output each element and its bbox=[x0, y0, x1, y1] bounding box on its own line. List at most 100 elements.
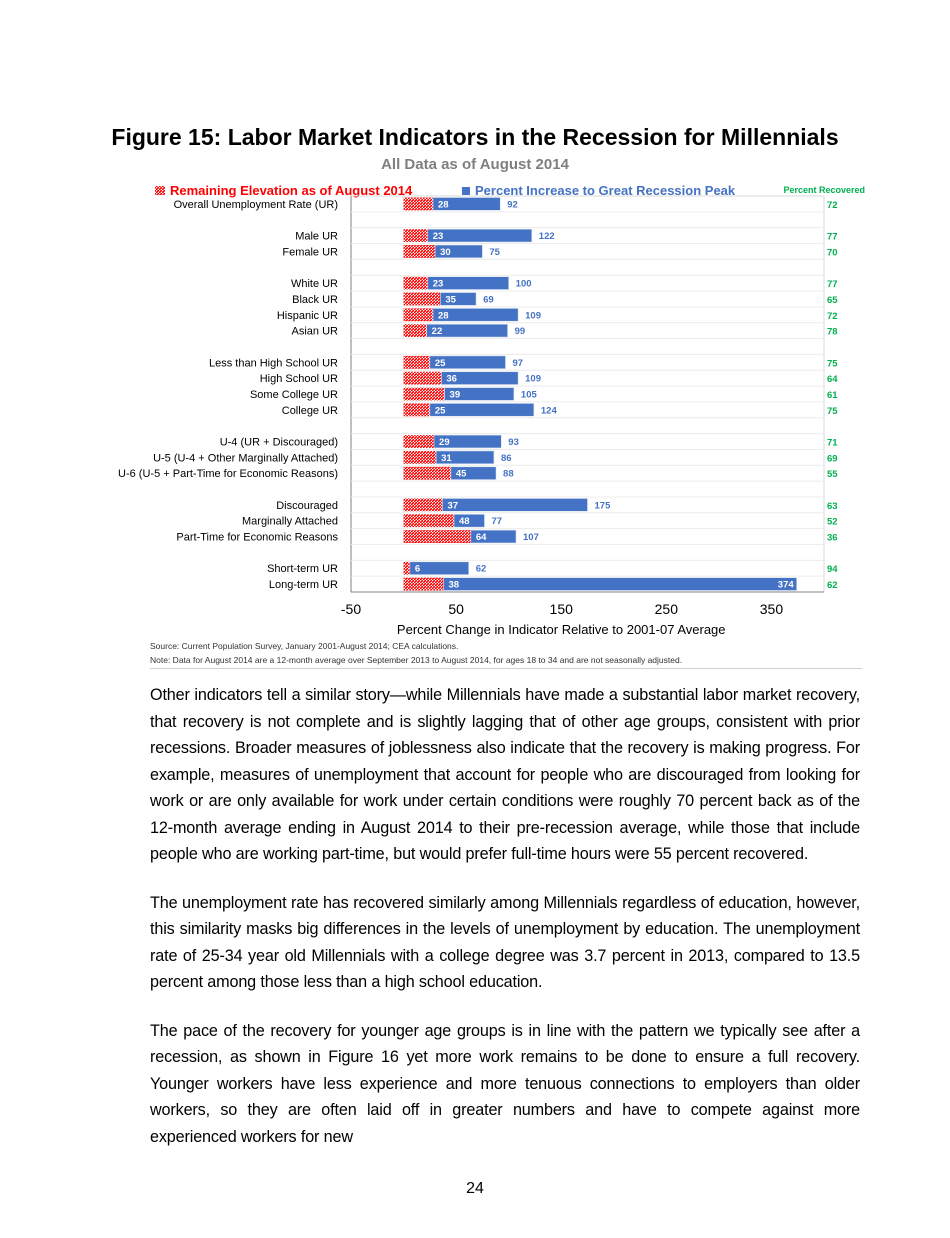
figure-subtitle: All Data as of August 2014 bbox=[381, 156, 569, 173]
x-tick-label: 150 bbox=[550, 601, 574, 617]
data-label-remaining: 37 bbox=[447, 500, 458, 511]
data-label-percent-recovered: 77 bbox=[827, 279, 838, 290]
category-label: Part-Time for Economic Reasons bbox=[176, 532, 338, 544]
data-label-peak: 100 bbox=[516, 279, 532, 290]
data-label-peak: 107 bbox=[523, 532, 539, 543]
category-label: U-6 (U-5 + Part-Time for Economic Reason… bbox=[118, 468, 338, 480]
data-label-percent-recovered: 61 bbox=[827, 390, 838, 401]
legend-label-remaining: Remaining Elevation as of August 2014 bbox=[170, 183, 413, 198]
data-label-remaining: 48 bbox=[459, 516, 470, 527]
bar-peak-increase bbox=[429, 403, 535, 417]
bar-remaining-elevation bbox=[403, 197, 433, 211]
bar-peak-increase bbox=[427, 276, 509, 290]
data-label-peak: 97 bbox=[513, 358, 524, 369]
data-label-percent-recovered: 64 bbox=[827, 374, 838, 385]
data-label-remaining: 36 bbox=[446, 374, 457, 385]
bar-remaining-elevation bbox=[403, 514, 455, 528]
category-label: Female UR bbox=[282, 246, 338, 258]
data-label-percent-recovered: 72 bbox=[827, 200, 838, 211]
data-label-remaining: 64 bbox=[476, 532, 487, 543]
category-label: U-4 (UR + Discouraged) bbox=[220, 437, 338, 449]
bar-remaining-elevation bbox=[403, 355, 430, 369]
category-label: Long-term UR bbox=[269, 579, 338, 591]
category-label: Overall Unemployment Rate (UR) bbox=[174, 199, 338, 211]
category-label: Discouraged bbox=[276, 500, 338, 512]
bar-chart: Remaining Elevation as of August 2014 Per… bbox=[118, 183, 865, 637]
category-label: Less than High School UR bbox=[209, 357, 338, 369]
category-label: Male UR bbox=[295, 231, 338, 243]
x-axis-title: Percent Change in Indicator Relative to … bbox=[397, 622, 726, 637]
bar-peak-increase bbox=[409, 561, 470, 575]
bar-peak-increase bbox=[470, 529, 517, 544]
legend-label-peak: Percent Increase to Great Recession Peak bbox=[475, 183, 736, 198]
bar-peak-increase bbox=[450, 466, 497, 480]
data-label-remaining: 22 bbox=[432, 326, 443, 337]
data-label-remaining: 29 bbox=[439, 437, 450, 448]
paragraph-2: The unemployment rate has recovered simi… bbox=[150, 893, 860, 992]
data-label-peak: 374 bbox=[778, 580, 795, 591]
bar-remaining-elevation bbox=[403, 530, 471, 543]
data-label-peak: 93 bbox=[508, 437, 519, 448]
category-label: High School UR bbox=[260, 373, 338, 385]
bar-peak-increase bbox=[426, 323, 508, 338]
x-tick-label: 50 bbox=[448, 601, 464, 617]
bar-peak-increase bbox=[434, 244, 483, 259]
bar-peak-increase bbox=[453, 513, 485, 528]
data-label-remaining: 25 bbox=[435, 405, 446, 416]
bar-peak-increase bbox=[441, 371, 519, 385]
data-label-percent-recovered: 75 bbox=[827, 358, 838, 369]
data-label-peak: 69 bbox=[483, 294, 494, 305]
data-label-peak: 175 bbox=[595, 500, 612, 511]
legend-swatch-remaining bbox=[155, 186, 165, 195]
data-label-percent-recovered: 52 bbox=[827, 517, 838, 528]
x-tick-label: 250 bbox=[655, 601, 679, 617]
bar-remaining-elevation bbox=[403, 450, 437, 464]
x-tick-label: -50 bbox=[341, 601, 361, 617]
category-label: Marginally Attached bbox=[242, 516, 338, 528]
data-label-remaining: 35 bbox=[445, 294, 456, 305]
bar-remaining-elevation bbox=[403, 292, 441, 306]
category-label: White UR bbox=[291, 278, 338, 290]
data-label-percent-recovered: 75 bbox=[827, 406, 838, 417]
bar-remaining-elevation bbox=[403, 466, 451, 480]
bar-remaining-elevation bbox=[403, 403, 430, 417]
data-label-peak: 99 bbox=[515, 326, 526, 337]
figure-source: Source: Current Population Survey, Janua… bbox=[150, 641, 459, 651]
bar-peak-increase bbox=[432, 197, 501, 211]
bar-peak-increase bbox=[427, 228, 533, 243]
data-label-percent-recovered: 77 bbox=[827, 232, 838, 243]
data-label-percent-recovered: 94 bbox=[827, 564, 838, 575]
data-label-peak: 88 bbox=[503, 469, 514, 480]
data-label-remaining: 23 bbox=[433, 279, 444, 290]
bar-peak-increase bbox=[443, 577, 797, 591]
bar-remaining-elevation bbox=[403, 387, 445, 401]
percent-recovered-header: Percent Recovered bbox=[783, 185, 865, 195]
bar-remaining-elevation bbox=[403, 324, 427, 338]
data-label-remaining: 28 bbox=[438, 199, 449, 210]
data-label-remaining: 31 bbox=[441, 453, 452, 464]
data-label-percent-recovered: 36 bbox=[827, 533, 838, 544]
data-label-remaining: 39 bbox=[450, 390, 461, 401]
bar-peak-increase bbox=[442, 498, 588, 512]
data-label-peak: 62 bbox=[476, 564, 487, 575]
bar-peak-increase bbox=[432, 308, 519, 322]
data-label-remaining: 23 bbox=[433, 231, 444, 242]
data-label-remaining: 45 bbox=[456, 469, 467, 480]
data-label-percent-recovered: 78 bbox=[827, 327, 838, 338]
data-label-peak: 105 bbox=[521, 390, 538, 401]
data-label-remaining: 30 bbox=[440, 247, 451, 258]
bar-peak-increase bbox=[435, 450, 495, 465]
data-label-peak: 124 bbox=[541, 405, 558, 416]
category-label: College UR bbox=[282, 405, 338, 417]
paragraph-1: Other indicators tell a similar story—wh… bbox=[150, 686, 860, 863]
category-label: Black UR bbox=[292, 294, 338, 306]
bar-remaining-elevation bbox=[403, 435, 435, 448]
data-label-percent-recovered: 62 bbox=[827, 580, 838, 591]
data-label-percent-recovered: 70 bbox=[827, 247, 838, 258]
category-label: Short-term UR bbox=[267, 563, 338, 575]
legend-swatch-peak bbox=[462, 187, 470, 195]
bar-remaining-elevation bbox=[403, 245, 436, 258]
data-label-remaining: 28 bbox=[438, 310, 449, 321]
x-tick-label: 350 bbox=[760, 601, 784, 617]
